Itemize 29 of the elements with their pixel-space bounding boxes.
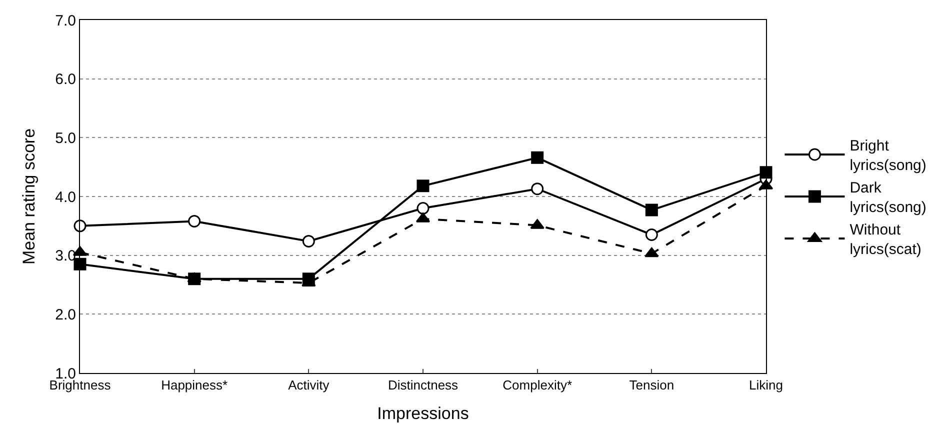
point <box>302 234 315 248</box>
point <box>760 166 772 179</box>
legend-label: Without lyrics(scat) <box>850 222 922 258</box>
x-axis-title: Impressions <box>377 404 469 423</box>
point <box>645 228 658 241</box>
y-tick-label: 4.0 <box>55 188 76 206</box>
x-tick-label: Activity <box>288 378 330 393</box>
y-tick-label: 7.0 <box>55 12 76 30</box>
legend-label: Bright lyrics(song) <box>850 138 926 174</box>
x-tick-label: Liking <box>749 378 783 393</box>
point <box>416 180 430 192</box>
y-tick-label: 2.0 <box>55 306 76 324</box>
x-tick-label: Tension <box>629 378 674 393</box>
point <box>416 202 430 215</box>
x-tick-label: Happiness* <box>161 378 228 393</box>
y-tick-label: 6.0 <box>55 71 76 88</box>
point <box>644 247 659 258</box>
x-tick-label: Brightness <box>49 378 112 393</box>
point <box>531 151 544 164</box>
x-tick-label: Distinctness <box>388 378 459 393</box>
legend-label: Dark lyrics(song) <box>850 180 926 216</box>
point <box>645 204 658 216</box>
point <box>74 258 86 270</box>
x-tick-label: Complexity* <box>502 378 572 393</box>
y-tick-label: 5.0 <box>55 130 76 147</box>
point <box>188 214 201 228</box>
y-axis-title: Mean rating score <box>20 128 39 265</box>
point <box>531 182 544 196</box>
point <box>74 220 86 232</box>
